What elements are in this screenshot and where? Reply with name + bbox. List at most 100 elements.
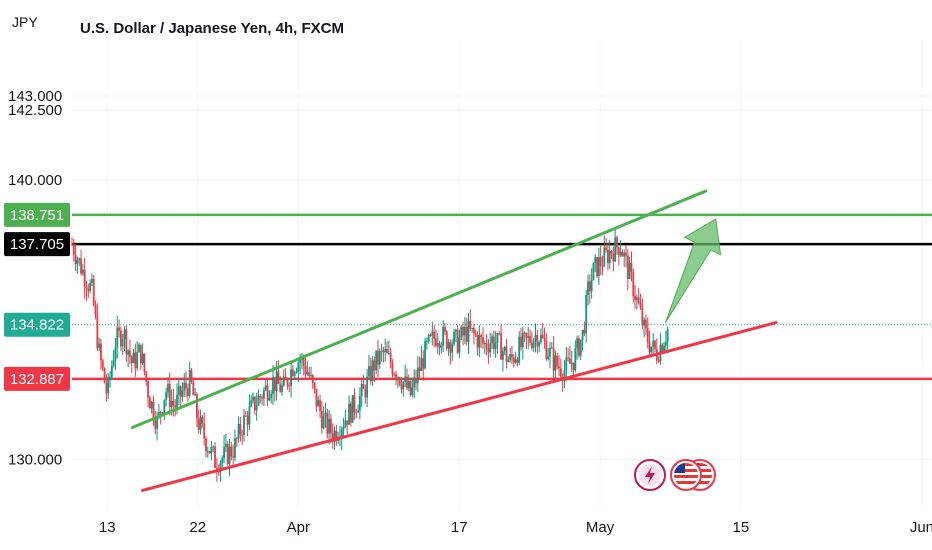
candle-body: [80, 258, 82, 274]
x-tick-label: 15: [733, 519, 750, 536]
candle-body: [349, 403, 352, 423]
candle-body: [498, 333, 501, 335]
candle-body: [518, 336, 521, 363]
candle-body: [425, 341, 428, 343]
candle-body: [351, 395, 354, 423]
candle-body: [185, 382, 187, 389]
price-badge-label: 137.705: [10, 236, 64, 253]
candle-body: [599, 257, 602, 266]
x-tick-label: May: [586, 519, 615, 536]
candle-body: [87, 288, 90, 292]
price-badge-label: 138.751: [10, 207, 64, 224]
candle-body: [431, 331, 434, 336]
candle-body: [487, 348, 490, 353]
candle-body: [661, 344, 664, 352]
candle-body: [304, 365, 307, 375]
candle-body: [541, 334, 544, 338]
candle-body: [168, 383, 171, 408]
candle-body: [152, 401, 155, 421]
candle-body: [619, 251, 622, 256]
candle-body: [570, 362, 573, 364]
candle-body: [110, 365, 113, 377]
candle-body: [496, 333, 499, 344]
candle-body: [641, 308, 644, 326]
candle-body: [543, 337, 546, 342]
candle-body: [179, 386, 182, 397]
candle-body: [302, 357, 305, 366]
candle-body: [463, 327, 466, 336]
candle-body: [159, 411, 162, 414]
candle-body: [74, 255, 77, 264]
price-badge: [4, 366, 70, 391]
candle-body: [402, 381, 405, 390]
candle-body: [248, 406, 251, 425]
candle-body: [514, 359, 517, 363]
candle-body: [282, 376, 285, 386]
candle-body: [85, 286, 88, 289]
candle-body: [119, 330, 122, 347]
candle-body: [98, 343, 101, 349]
y-tick-label: 143.000: [8, 88, 62, 105]
candle-body: [322, 415, 325, 429]
candle-body: [288, 385, 291, 387]
candle-body: [92, 279, 95, 305]
candle-body: [626, 255, 629, 279]
candle-body: [637, 297, 640, 304]
candle-body: [123, 329, 126, 339]
candle-body: [547, 356, 550, 360]
candle-body: [284, 376, 287, 380]
candle-body: [482, 337, 484, 344]
price-badge-label: 134.822: [10, 317, 64, 334]
candle-body: [78, 258, 81, 261]
candle-body: [310, 375, 312, 377]
candle-body: [103, 368, 106, 383]
candle-body: [572, 362, 575, 371]
candle-body: [371, 360, 374, 382]
candle-body: [268, 398, 271, 401]
candle-body: [451, 344, 454, 353]
candle-body: [358, 396, 361, 411]
candle-body: [328, 418, 330, 434]
candle-body: [407, 381, 410, 389]
event-markers[interactable]: [634, 459, 716, 491]
candle-body: [568, 358, 571, 364]
candle-body: [563, 370, 566, 381]
candle-body: [259, 396, 262, 398]
candle-body: [427, 334, 430, 342]
candle-body: [583, 329, 586, 334]
candle-body: [436, 343, 439, 346]
candle-body: [331, 433, 334, 442]
candle-body: [273, 377, 276, 392]
candle-body: [246, 415, 249, 425]
candle-body: [634, 296, 636, 300]
candle-body: [520, 336, 522, 348]
candle-body: [333, 430, 336, 442]
candle-body: [76, 260, 79, 264]
price-badge: [4, 232, 70, 257]
candle-body: [114, 347, 117, 360]
candle-body: [389, 353, 392, 364]
candle-body: [315, 388, 318, 407]
candle-body: [237, 423, 240, 439]
candle-body: [112, 359, 115, 366]
candle-body: [474, 333, 477, 336]
candle-body: [311, 375, 314, 384]
candle-body: [221, 458, 224, 464]
candle-body: [192, 381, 195, 396]
candle-body: [612, 253, 615, 262]
candle-body: [433, 331, 436, 339]
us-flag-icon[interactable]: [670, 459, 702, 491]
projection-arrow[interactable]: [647, 210, 733, 331]
trend-lines[interactable]: [130, 189, 778, 492]
candle-body: [467, 320, 470, 342]
candle-body: [578, 338, 580, 356]
candle-body: [657, 360, 660, 362]
candle-body: [297, 362, 300, 372]
lightning-icon[interactable]: [634, 459, 666, 491]
candle-body: [83, 269, 86, 287]
candle-body: [625, 252, 627, 256]
candle-body: [241, 434, 244, 436]
candle-body: [203, 423, 206, 439]
candle-body: [398, 377, 401, 385]
